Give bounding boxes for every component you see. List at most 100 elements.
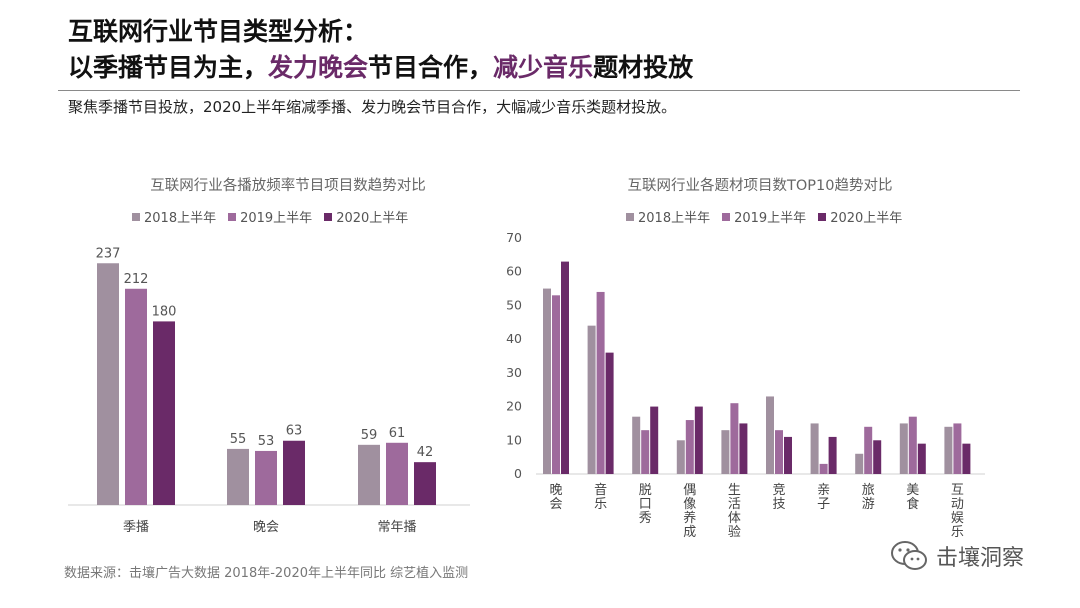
x-tick-label: 互动娱乐 (951, 483, 964, 540)
bar (561, 261, 569, 474)
bar (908, 416, 917, 474)
data-label: 53 (258, 434, 275, 449)
bar (153, 321, 175, 505)
y-tick-label: 60 (506, 264, 522, 279)
bar (873, 440, 882, 474)
legend-label-2019: 2019上半年 (240, 211, 313, 226)
bar (864, 426, 873, 474)
data-label: 212 (124, 272, 149, 287)
data-label: 63 (286, 424, 303, 439)
left-chart-legend: 2018上半年 2019上半年 2020上半年 (132, 207, 408, 226)
bar (97, 263, 119, 505)
bar (721, 430, 730, 474)
brand-mark: 击壤洞察 (890, 540, 1024, 572)
brand-name: 击壤洞察 (936, 546, 1025, 571)
x-tick-label: 旅游 (862, 483, 875, 512)
bar (685, 420, 694, 474)
legend-label-2018: 2018上半年 (638, 211, 711, 226)
page-title: 互联网行业节目类型分析： 以季播节目为主，发力晚会节目合作，减少音乐题材投放 (68, 14, 693, 86)
x-tick-label: 偶像养成 (683, 483, 696, 540)
legend-item-2020: 2020上半年 (818, 207, 902, 226)
title-highlight-gala: 发力晚会 (268, 53, 369, 82)
data-label: 237 (96, 246, 121, 261)
bar (414, 462, 436, 505)
bar (810, 423, 819, 474)
title-line-1: 互联网行业节目类型分析： (68, 17, 369, 46)
data-label: 59 (361, 428, 378, 443)
bar (358, 444, 380, 505)
bar (784, 436, 792, 474)
y-tick-label: 70 (506, 230, 522, 245)
bar (730, 403, 739, 474)
x-tick-label: 晚会 (549, 483, 562, 512)
legend-swatch-2019 (228, 212, 237, 221)
x-tick-label: 亲子 (817, 483, 830, 512)
bar (917, 443, 926, 474)
x-tick-label: 竞技 (772, 482, 785, 512)
bar (953, 423, 962, 474)
x-tick-label: 晚会 (253, 520, 279, 535)
bar (632, 416, 641, 474)
bar (596, 291, 605, 474)
x-tick-label: 音乐 (594, 482, 607, 512)
y-tick-label: 10 (506, 432, 522, 447)
data-label: 61 (389, 426, 406, 441)
bar (125, 288, 147, 505)
bar (739, 423, 748, 474)
bar (386, 442, 408, 505)
page-subtitle: 聚焦季播节目投放，2020上半年缩减季播、发力晚会节目合作，大幅减少音乐类题材投… (68, 98, 677, 116)
legend-label-2018: 2018上半年 (144, 211, 217, 226)
y-tick-label: 0 (514, 466, 522, 481)
legend-swatch-2019 (722, 212, 731, 221)
y-tick-label: 50 (506, 297, 522, 312)
bar (962, 443, 971, 474)
bar (766, 396, 774, 474)
bar (694, 406, 703, 474)
x-tick-label: 脱口秀 (639, 483, 652, 526)
bar (587, 325, 596, 474)
data-label: 42 (417, 445, 434, 460)
x-tick-label: 美食 (906, 483, 919, 512)
bar (828, 436, 837, 474)
bar (899, 423, 908, 474)
legend-swatch-2020 (818, 212, 827, 221)
legend-swatch-2020 (324, 212, 333, 221)
title-part-a: 以季播节目为主， (68, 53, 269, 82)
bar (543, 288, 551, 474)
title-part-c: 节目合作， (368, 53, 494, 82)
bar (283, 440, 305, 505)
right-chart-legend: 2018上半年 2019上半年 2020上半年 (626, 207, 902, 226)
title-divider (58, 90, 1020, 91)
title-part-e: 题材投放 (593, 53, 694, 82)
bar (641, 430, 650, 474)
legend-item-2018: 2018上半年 (132, 207, 216, 226)
x-tick-label: 生活体验 (728, 483, 741, 540)
data-label: 180 (152, 304, 177, 319)
y-tick-label: 40 (506, 331, 522, 346)
bar (227, 448, 249, 505)
bar (650, 406, 659, 474)
bar (819, 463, 828, 474)
data-source-note: 数据来源：击壤广告大数据 2018年-2020年上半年同比 综艺植入监测 (64, 566, 469, 581)
legend-swatch-2018 (132, 212, 140, 221)
x-tick-label: 季播 (123, 520, 149, 535)
legend-item-2020: 2020上半年 (324, 207, 408, 226)
legend-swatch-2018 (626, 212, 634, 221)
legend-item-2019: 2019上半年 (228, 207, 312, 226)
bar (775, 430, 783, 474)
bar (552, 295, 560, 474)
bar (855, 453, 864, 474)
bar (255, 450, 277, 505)
bar (605, 352, 614, 474)
bar (676, 440, 685, 474)
legend-label-2019: 2019上半年 (734, 211, 807, 226)
legend-label-2020: 2020上半年 (830, 211, 903, 226)
x-tick-label: 常年播 (377, 520, 416, 535)
right-chart-title: 互联网行业各题材项目数TOP10趋势对比 (627, 178, 893, 194)
legend-item-2019: 2019上半年 (722, 207, 806, 226)
bar (944, 426, 953, 474)
title-line-2: 以季播节目为主，发力晚会节目合作，减少音乐题材投放 (68, 50, 693, 86)
y-tick-label: 20 (506, 399, 522, 414)
